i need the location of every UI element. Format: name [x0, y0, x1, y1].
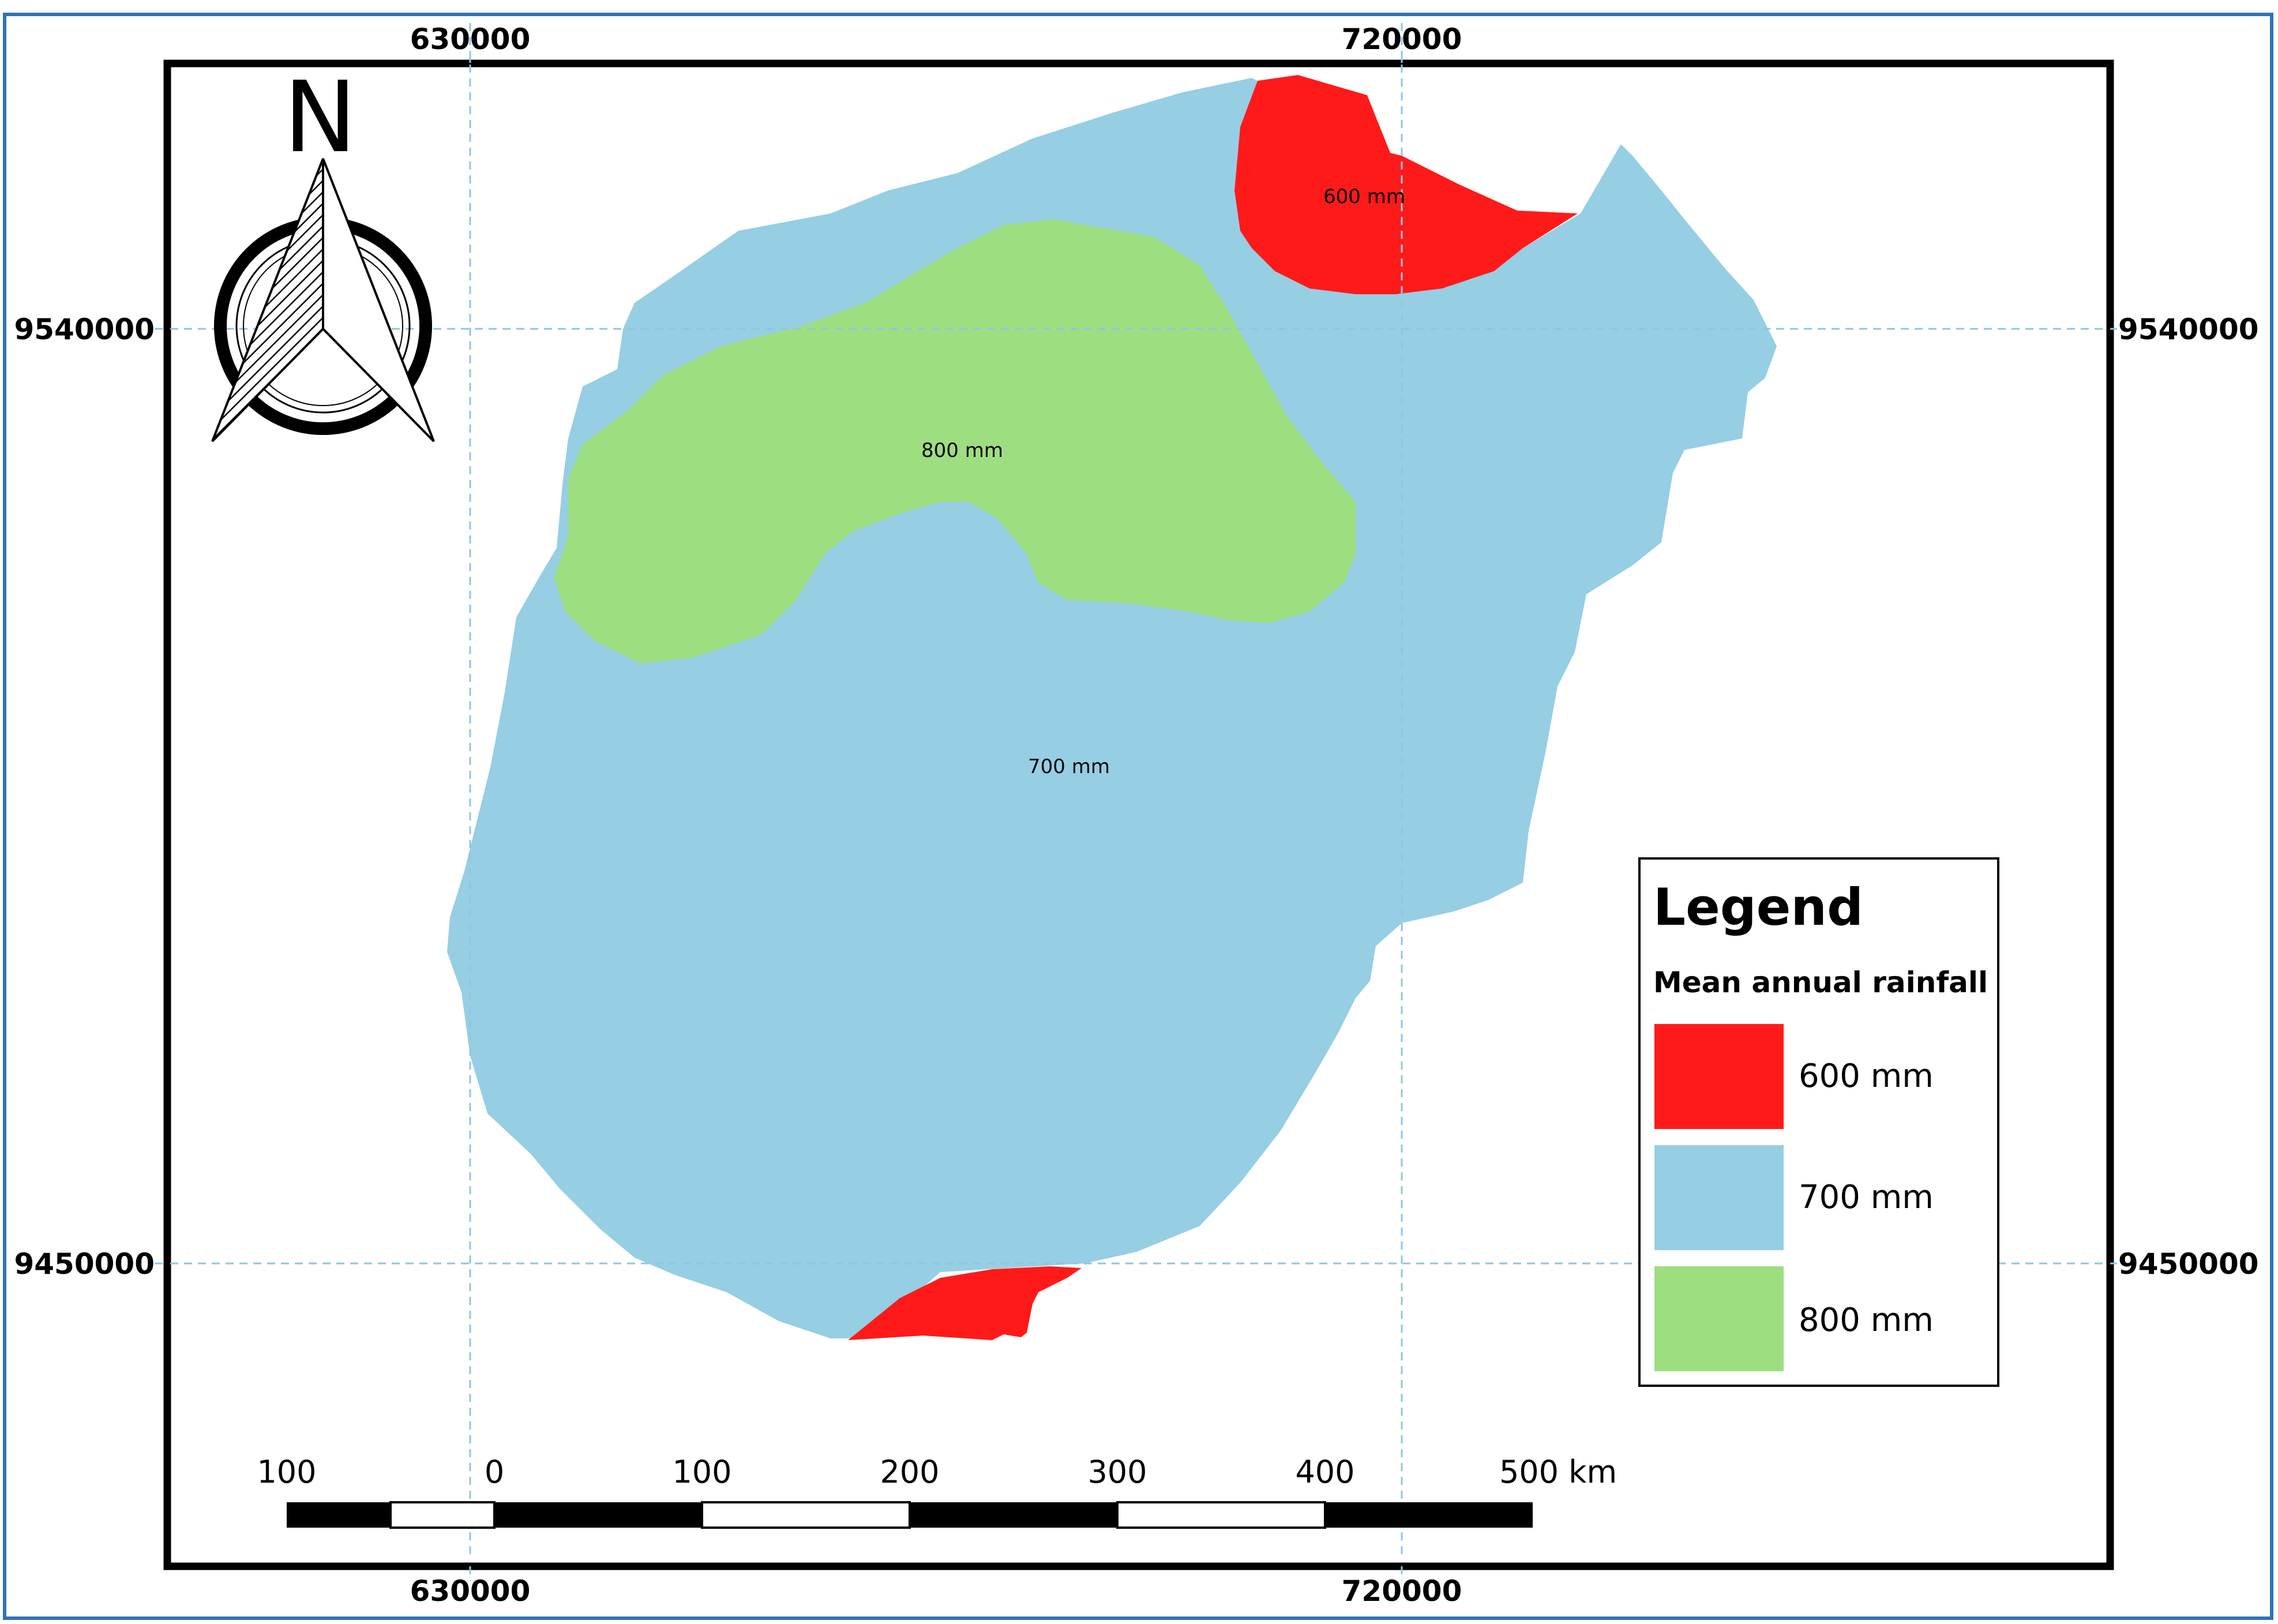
graticule [170, 23, 2106, 1558]
coord-top-720000: 720000 [1342, 22, 1462, 56]
zone-label-800: 800 mm [921, 439, 1003, 462]
scale-label-0: 0 [485, 1454, 504, 1490]
scale-label-200: 200 [880, 1454, 939, 1490]
scale-label-100-left: 100 [257, 1454, 316, 1490]
scale-bar: 100 0 100 200 300 400 500 km [257, 1454, 1617, 1529]
legend-subtitle: Mean annual rainfall [1653, 966, 1988, 999]
scale-label-100: 100 [672, 1454, 731, 1490]
coord-bottom-630000: 630000 [410, 1574, 531, 1608]
legend: Legend Mean annual rainfall 600 mm 700 m… [1638, 857, 1999, 1387]
scale-labels: 100 0 100 200 300 400 500 km [257, 1454, 1617, 1490]
scale-label-300: 300 [1087, 1454, 1147, 1490]
scale-segment-7 [1325, 1502, 1533, 1528]
zone-600-south-polygon [848, 1266, 1082, 1340]
coord-top-630000: 630000 [410, 22, 531, 56]
legend-swatch-800 [1654, 1266, 1784, 1371]
zone-600-north-polygon [1234, 75, 1578, 294]
legend-label-600: 600 mm [1799, 1057, 1934, 1095]
coord-right-9540000: 9540000 [2118, 313, 2259, 346]
scale-segment-3 [494, 1502, 702, 1528]
scale-segment-4 [701, 1501, 911, 1529]
north-arrow-icon: N [211, 61, 435, 442]
rainfall-zones [447, 75, 1777, 1340]
coord-bottom-720000: 720000 [1342, 1574, 1462, 1608]
zone-labels: 600 mm 800 mm 700 mm [921, 185, 1405, 778]
graticule-ticks [155, 55, 2117, 1581]
zone-label-700: 700 mm [1028, 755, 1110, 778]
scale-segment-2 [389, 1501, 496, 1529]
scale-segment-1 [287, 1502, 391, 1528]
legend-swatch-600 [1654, 1024, 1784, 1129]
legend-swatch-700 [1654, 1145, 1784, 1250]
scale-label-500-km: 500 km [1499, 1454, 1617, 1490]
coord-right-9450000: 9450000 [2118, 1247, 2259, 1281]
scale-segment-5 [910, 1502, 1117, 1528]
coordinate-labels: 630000 720000 630000 720000 9540000 9450… [14, 22, 2258, 1608]
coord-left-9450000: 9450000 [14, 1247, 155, 1281]
zone-label-600-north: 600 mm [1323, 185, 1405, 208]
zone-800-polygon [554, 219, 1356, 663]
scale-segment-6 [1116, 1501, 1326, 1529]
legend-title: Legend [1653, 877, 1863, 937]
legend-label-700: 700 mm [1799, 1179, 1934, 1216]
north-arrow-label: N [283, 61, 356, 175]
legend-label-800: 800 mm [1799, 1302, 1934, 1339]
scale-label-400: 400 [1295, 1454, 1354, 1490]
coord-left-9540000: 9540000 [14, 313, 155, 346]
north-arrow-right-half [322, 158, 435, 442]
